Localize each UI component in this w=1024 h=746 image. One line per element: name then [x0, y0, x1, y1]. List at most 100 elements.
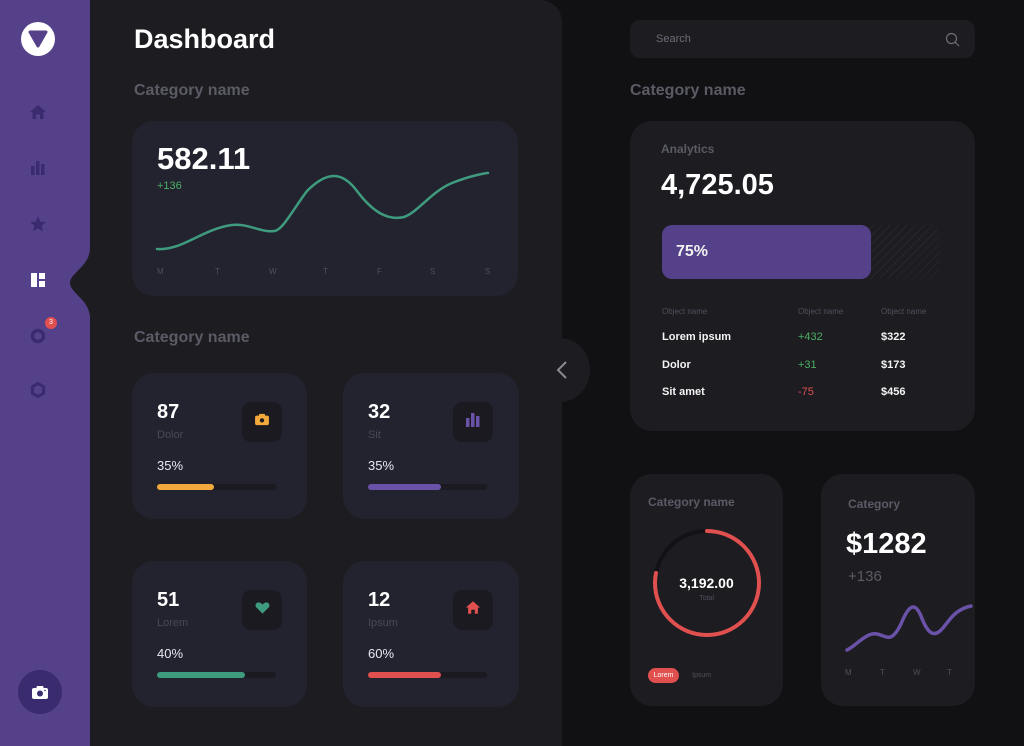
section-label: Category name: [630, 82, 746, 99]
stat-value: 87: [157, 401, 180, 423]
stat-percent: 60%: [368, 646, 395, 661]
category-title: Category: [848, 497, 901, 511]
donut-title: Category name: [648, 495, 735, 509]
mini-line-series: [845, 604, 973, 652]
analytics-progress-text: 75%: [676, 243, 709, 260]
chart-delta: +136: [157, 180, 182, 192]
analytics-label: Analytics: [661, 142, 715, 156]
table-cell-name: Lorem ipsum: [662, 331, 732, 343]
stat-percent: 35%: [157, 458, 184, 473]
stat-value: 51: [157, 589, 180, 611]
stat-progress: [157, 484, 276, 490]
category-delta: +136: [848, 568, 882, 585]
stat-label: Sit: [368, 429, 381, 441]
donut-arc: [653, 529, 761, 637]
line-chart-card: 582.11 +136 M T W T F S S: [132, 121, 518, 296]
stat-value: 32: [368, 401, 391, 423]
table-cell-delta: +432: [798, 331, 823, 343]
sidebar: 3: [0, 0, 90, 746]
bar-chart-icon: [31, 161, 45, 175]
x-axis-label: M: [157, 267, 164, 276]
x-axis-label: T: [215, 267, 220, 276]
tab-lorem[interactable]: Lorem: [648, 668, 679, 683]
bar-chart-icon: [464, 412, 482, 433]
category-card: Category $1282 +136 M T W T: [821, 474, 975, 706]
stat-progress-fill: [368, 484, 441, 490]
x-axis-label: M: [845, 668, 852, 677]
home-icon: [465, 600, 481, 620]
stat-card[interactable]: 87 Dolor 35%: [132, 373, 307, 519]
table-header: Object name: [662, 307, 708, 316]
stat-label: Dolor: [157, 429, 184, 441]
analytics-progress: 75%: [662, 225, 940, 279]
camera-icon: [254, 413, 270, 431]
table-cell-delta: +31: [798, 359, 817, 371]
stat-card[interactable]: 32 Sit 35%: [343, 373, 519, 519]
x-axis-label: T: [323, 267, 328, 276]
stat-icon-box: [453, 402, 493, 442]
table-cell-name: Sit amet: [662, 386, 705, 398]
table-header: Object name: [881, 307, 927, 316]
stat-percent: 35%: [368, 458, 395, 473]
search-bar: [630, 20, 975, 58]
x-axis-label: T: [947, 668, 952, 677]
donut-chart: [653, 529, 761, 637]
stat-icon-box: [242, 590, 282, 630]
stat-progress-fill: [157, 672, 246, 678]
collapse-tab: [530, 338, 590, 402]
x-axis-label: S: [430, 267, 436, 276]
sidebar-item-home[interactable]: [26, 100, 50, 124]
analytics-progress-fill: 75%: [662, 225, 871, 279]
notification-badge: 3: [45, 317, 57, 329]
x-axis-label: T: [880, 668, 885, 677]
donut-sub: Total: [699, 595, 714, 602]
stat-label: Lorem: [157, 617, 189, 629]
mini-line-chart: [845, 604, 973, 652]
sidebar-item-dashboard[interactable]: [26, 268, 50, 292]
collapse-button[interactable]: [548, 356, 576, 384]
tab-ipsum[interactable]: Ipsum: [692, 672, 712, 679]
stat-card[interactable]: 12 Ipsum 60%: [343, 561, 519, 707]
table-cell-amount: $173: [881, 359, 906, 371]
search-icon[interactable]: [945, 32, 960, 47]
section-label: Category name: [134, 82, 250, 99]
camera-button[interactable]: [18, 670, 62, 714]
dashboard-icon: [31, 273, 45, 287]
sidebar-item-settings[interactable]: [26, 378, 50, 402]
sidebar-item-notifications[interactable]: [26, 324, 50, 348]
x-axis-label: W: [269, 267, 277, 276]
stat-label: Ipsum: [368, 617, 398, 629]
logo-triangle-icon: [28, 30, 48, 48]
x-axis-label: S: [485, 267, 491, 276]
table-cell-amount: $456: [881, 386, 906, 398]
line-chart: [155, 171, 490, 251]
logo[interactable]: [21, 22, 55, 56]
stat-progress: [157, 672, 276, 678]
search-input[interactable]: [656, 20, 936, 58]
stat-card[interactable]: 51 Lorem 40%: [132, 561, 307, 707]
stat-progress: [368, 484, 487, 490]
sidebar-item-favorites[interactable]: [26, 212, 50, 236]
hexagon-icon: [30, 382, 46, 398]
chart-value: 582.11: [157, 141, 251, 176]
sidebar-item-charts[interactable]: [26, 156, 50, 180]
donut-card: Category name 3,192.00 Total Lorem Ipsum: [630, 474, 783, 706]
stat-progress-fill: [368, 672, 441, 678]
line-chart-series: [155, 171, 490, 251]
analytics-value: 4,725.05: [661, 169, 774, 201]
camera-icon: [32, 685, 48, 699]
table-header: Object name: [798, 307, 844, 316]
stat-progress: [368, 672, 487, 678]
home-icon: [30, 105, 46, 119]
x-axis-label: F: [377, 267, 382, 276]
table-cell-delta: -75: [798, 386, 814, 398]
analytics-card: Analytics 4,725.05 75% Object name Objec…: [630, 121, 975, 431]
stat-progress-fill: [157, 484, 215, 490]
stat-icon-box: [242, 402, 282, 442]
category-value: $1282: [846, 528, 927, 560]
x-axis-label: W: [913, 668, 921, 677]
sidebar-notch: [70, 248, 110, 318]
table-cell-name: Dolor: [662, 359, 691, 371]
stat-icon-box: [453, 590, 493, 630]
donut-value: 3,192.00: [679, 575, 734, 591]
